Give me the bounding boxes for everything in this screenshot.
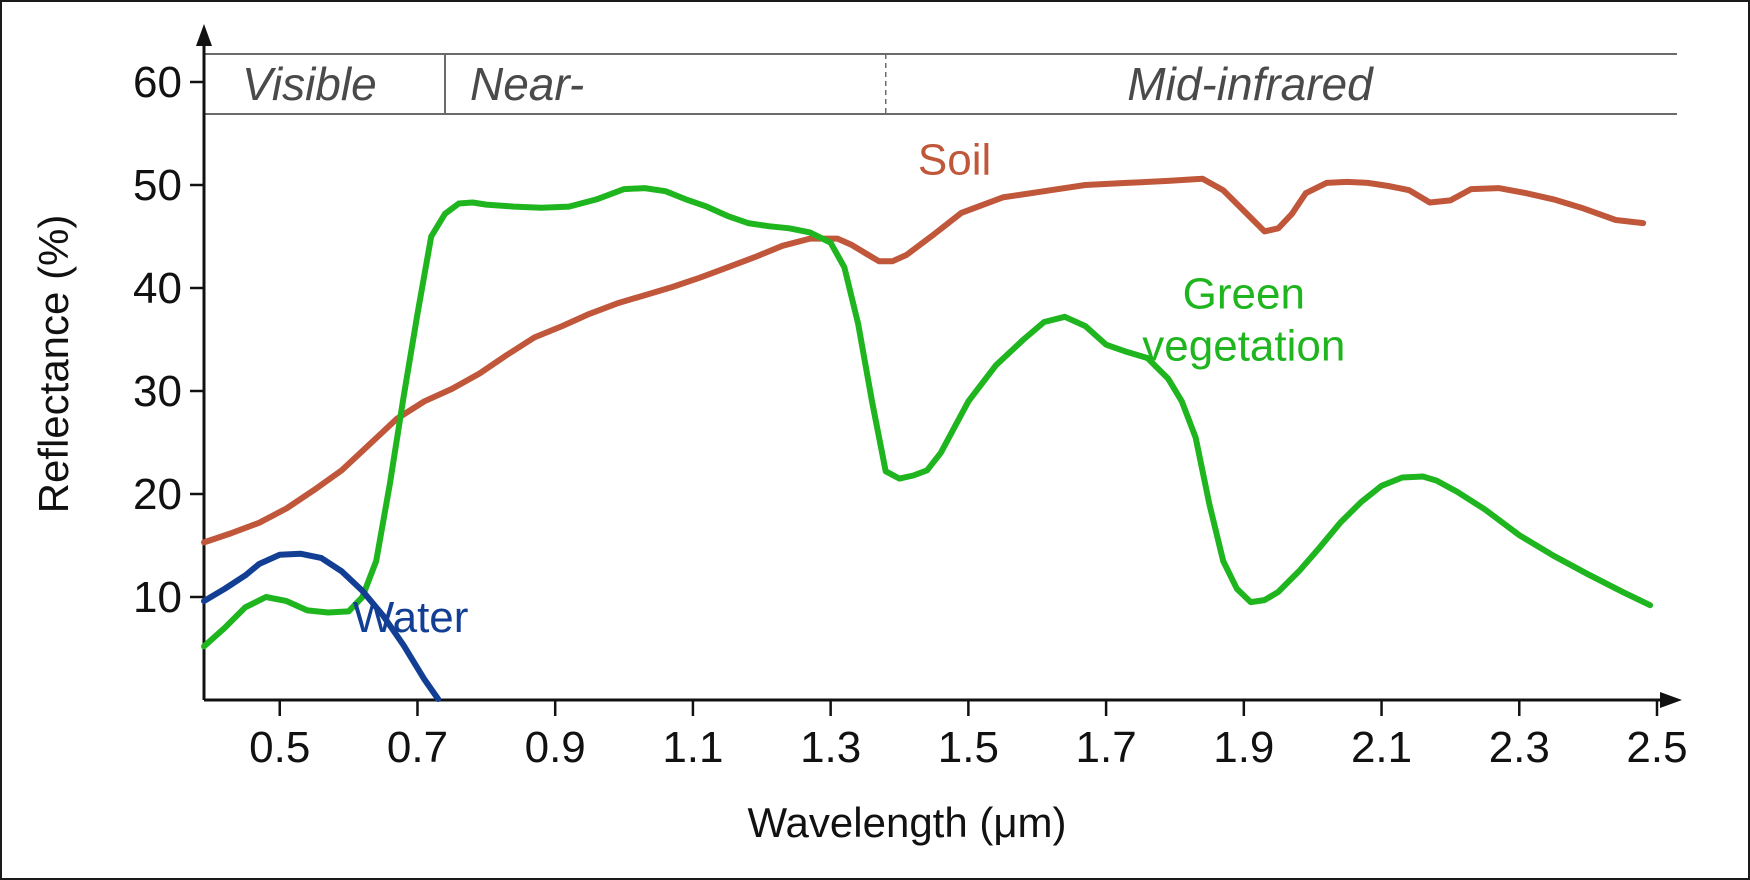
x-tick-label: 0.9 [525, 723, 586, 772]
y-tick-label: 30 [133, 367, 182, 416]
region-label: Near- [470, 58, 584, 110]
water-label: Water [353, 593, 469, 642]
x-tick-label: 1.1 [662, 723, 723, 772]
region-label: Visible [242, 58, 377, 110]
green-vegetation-label: Green [1183, 269, 1305, 318]
x-tick-label: 0.5 [249, 723, 310, 772]
spectral-regions: Visible Near- Mid-infrared [204, 53, 1677, 115]
y-tick-label: 60 [133, 58, 182, 107]
region-label: Mid-infrared [1127, 58, 1374, 110]
y-tick-label: 40 [133, 264, 182, 313]
x-tick-label: 2.1 [1351, 723, 1412, 772]
y-tick-label: 10 [133, 573, 182, 622]
soil-line [201, 175, 1647, 546]
x-tick-label: 1.9 [1213, 723, 1274, 772]
x-tick-label: 2.3 [1489, 723, 1550, 772]
y-axis-title: Reflectance (%) [30, 215, 77, 514]
x-tick-label: 2.5 [1626, 723, 1687, 772]
x-tick-label: 1.3 [800, 723, 861, 772]
x-tick-label: 0.7 [387, 723, 448, 772]
axes [196, 24, 1682, 708]
y-tick-label: 20 [133, 470, 182, 519]
series-lines [201, 175, 1654, 702]
y-axis-arrow [196, 24, 212, 46]
x-tick-label: 1.5 [938, 723, 999, 772]
green-vegetation-line [201, 185, 1654, 650]
x-axis-title: Wavelength (μm) [747, 799, 1066, 846]
soil-label: Soil [918, 136, 991, 185]
x-axis-arrow [1660, 692, 1682, 708]
water-line [201, 550, 442, 702]
ticks: 0.5 0.7 0.9 1.1 1.3 1.5 1.7 1.9 2.1 2.3 2.5 10 20 30 4… [133, 58, 1688, 772]
x-tick-label: 1.7 [1076, 723, 1137, 772]
green-vegetation-label: vegetation [1142, 321, 1345, 370]
y-tick-label: 50 [133, 161, 182, 210]
